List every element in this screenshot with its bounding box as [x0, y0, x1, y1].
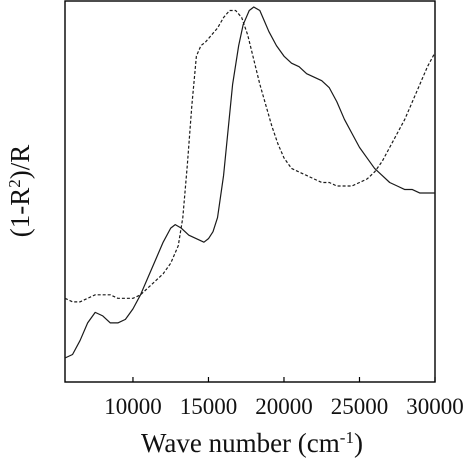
x-tick-label: 20000 — [255, 394, 313, 419]
x-tick-label: 30000 — [406, 394, 464, 419]
series-layer — [64, 6, 436, 359]
x-tick-label: 10000 — [104, 394, 162, 419]
plot-frame — [64, 0, 436, 383]
x-tick-label: 15000 — [180, 394, 238, 419]
x-axis-title: Wave number (cm-1) — [141, 428, 363, 459]
x-axis-ticks: 10000 15000 20000 25000 30000 — [104, 377, 464, 419]
y-axis-title: (1-R2)/R — [5, 145, 36, 238]
series-line-dashed — [64, 9, 436, 303]
x-tick-label: 25000 — [331, 394, 389, 419]
series-line-solid — [64, 6, 435, 359]
